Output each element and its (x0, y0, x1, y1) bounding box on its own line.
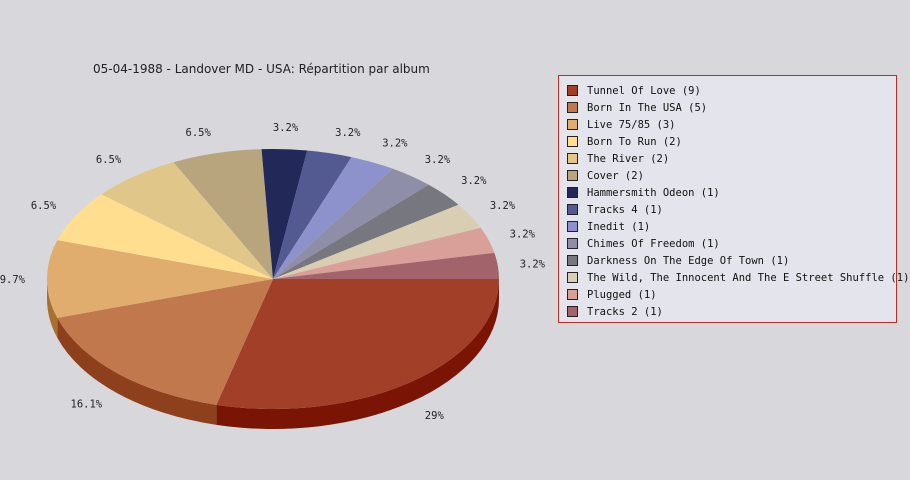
pie-labels: 29% 16.1% 9.7% 6.5% 6.5% 6.5% 3.2% 3.2% 3.2% 3.2%… (0, 122, 546, 422)
pie-slice (273, 184, 459, 279)
legend-item: Hammersmith Odeon (1) (567, 184, 720, 201)
legend-swatch (567, 289, 578, 300)
legend-label: Darkness On The Edge Of Town (1) (587, 254, 790, 267)
legend-swatch (567, 272, 578, 283)
chart-legend: Tunnel Of Love (9) Born In The USA (5) Liv… (558, 75, 909, 323)
legend-label: Inedit (1) (587, 220, 651, 233)
legend-item: Tunnel Of Love (9) (567, 82, 701, 99)
legend-label: Born In The USA (5) (587, 101, 708, 114)
legend-swatch (567, 153, 578, 164)
legend-item: Born To Run (2) (567, 133, 682, 150)
pie-slice-label: 9.7% (0, 274, 26, 286)
pie-slice (46, 240, 273, 318)
legend-swatch (567, 187, 578, 198)
legend-swatch (567, 102, 578, 113)
pie-slice (273, 157, 393, 279)
legend-swatch (567, 238, 578, 249)
pie-slice-side (57, 317, 217, 425)
pie-side-walls (46, 279, 499, 430)
pie-slice (273, 204, 481, 279)
pie-slice-label: 3.2% (425, 154, 451, 166)
legend-label: Born To Run (2) (587, 135, 682, 148)
pie-slice-label: 3.2% (510, 229, 536, 241)
legend-item: The Wild, The Innocent And The E Street … (567, 269, 909, 286)
legend-item: Tracks 2 (1) (567, 303, 663, 320)
pie-slice-label: 3.2% (520, 259, 546, 271)
pie-slice-side (46, 279, 58, 338)
pie-slice (57, 279, 273, 405)
legend-label: The River (2) (587, 152, 670, 165)
legend-swatch (567, 170, 578, 181)
legend-label: Cover (2) (587, 169, 644, 182)
legend-item: Chimes Of Freedom (1) (567, 235, 720, 252)
pie-slice (101, 162, 274, 279)
pie-slice-label: 3.2% (273, 122, 299, 134)
legend-swatch (567, 221, 578, 232)
legend-item: Born In The USA (5) (567, 99, 707, 116)
legend-swatch (567, 85, 578, 96)
pie-slice-label: 3.2% (335, 127, 361, 139)
pie-slices (46, 149, 499, 410)
legend-label: Tracks 2 (1) (587, 305, 663, 318)
legend-item: Tracks 4 (1) (567, 201, 663, 218)
legend-label: Hammersmith Odeon (1) (587, 186, 720, 199)
legend-swatch (567, 306, 578, 317)
pie-slice-label: 6.5% (186, 127, 212, 139)
chart-title: 05-04-1988 - Landover MD - USA: Répartit… (93, 62, 430, 76)
legend-item: Inedit (1) (567, 218, 650, 235)
legend-label: Plugged (1) (587, 288, 657, 301)
legend-label: Chimes Of Freedom (1) (587, 237, 720, 250)
legend-item: The River (2) (567, 150, 669, 167)
legend-label: Live 75/85 (3) (587, 118, 676, 131)
pie-slice (57, 194, 273, 279)
pie-slice-label: 3.2% (490, 200, 516, 212)
legend-label: Tunnel Of Love (9) (587, 84, 701, 97)
legend-swatch (567, 255, 578, 266)
pie-slice (216, 279, 499, 410)
legend-item: Live 75/85 (3) (567, 116, 676, 133)
pie-slice (273, 168, 429, 279)
pie-slice-label: 16.1% (71, 399, 103, 411)
pie-slice (273, 252, 499, 279)
pie-slice-label: 6.5% (96, 154, 122, 166)
pie-slice-side (216, 279, 499, 430)
legend-label: Tracks 4 (1) (587, 203, 663, 216)
pie-slice-label: 3.2% (461, 175, 487, 187)
legend-swatch (567, 136, 578, 147)
pie-slice (273, 150, 352, 279)
legend-swatch (567, 119, 578, 130)
pie-slice (173, 149, 273, 279)
legend-swatch (567, 204, 578, 215)
legend-item: Cover (2) (567, 167, 644, 184)
pie-slice (261, 149, 308, 279)
pie-slice-label: 6.5% (31, 200, 57, 212)
pie-slice-label: 3.2% (382, 138, 408, 150)
legend-item: Darkness On The Edge Of Town (1) (567, 252, 789, 269)
legend-item: Plugged (1) (567, 286, 657, 303)
pie-slice-label: 29% (425, 410, 445, 422)
legend-label: The Wild, The Innocent And The E Street … (587, 271, 910, 284)
pie-slice (273, 227, 495, 279)
